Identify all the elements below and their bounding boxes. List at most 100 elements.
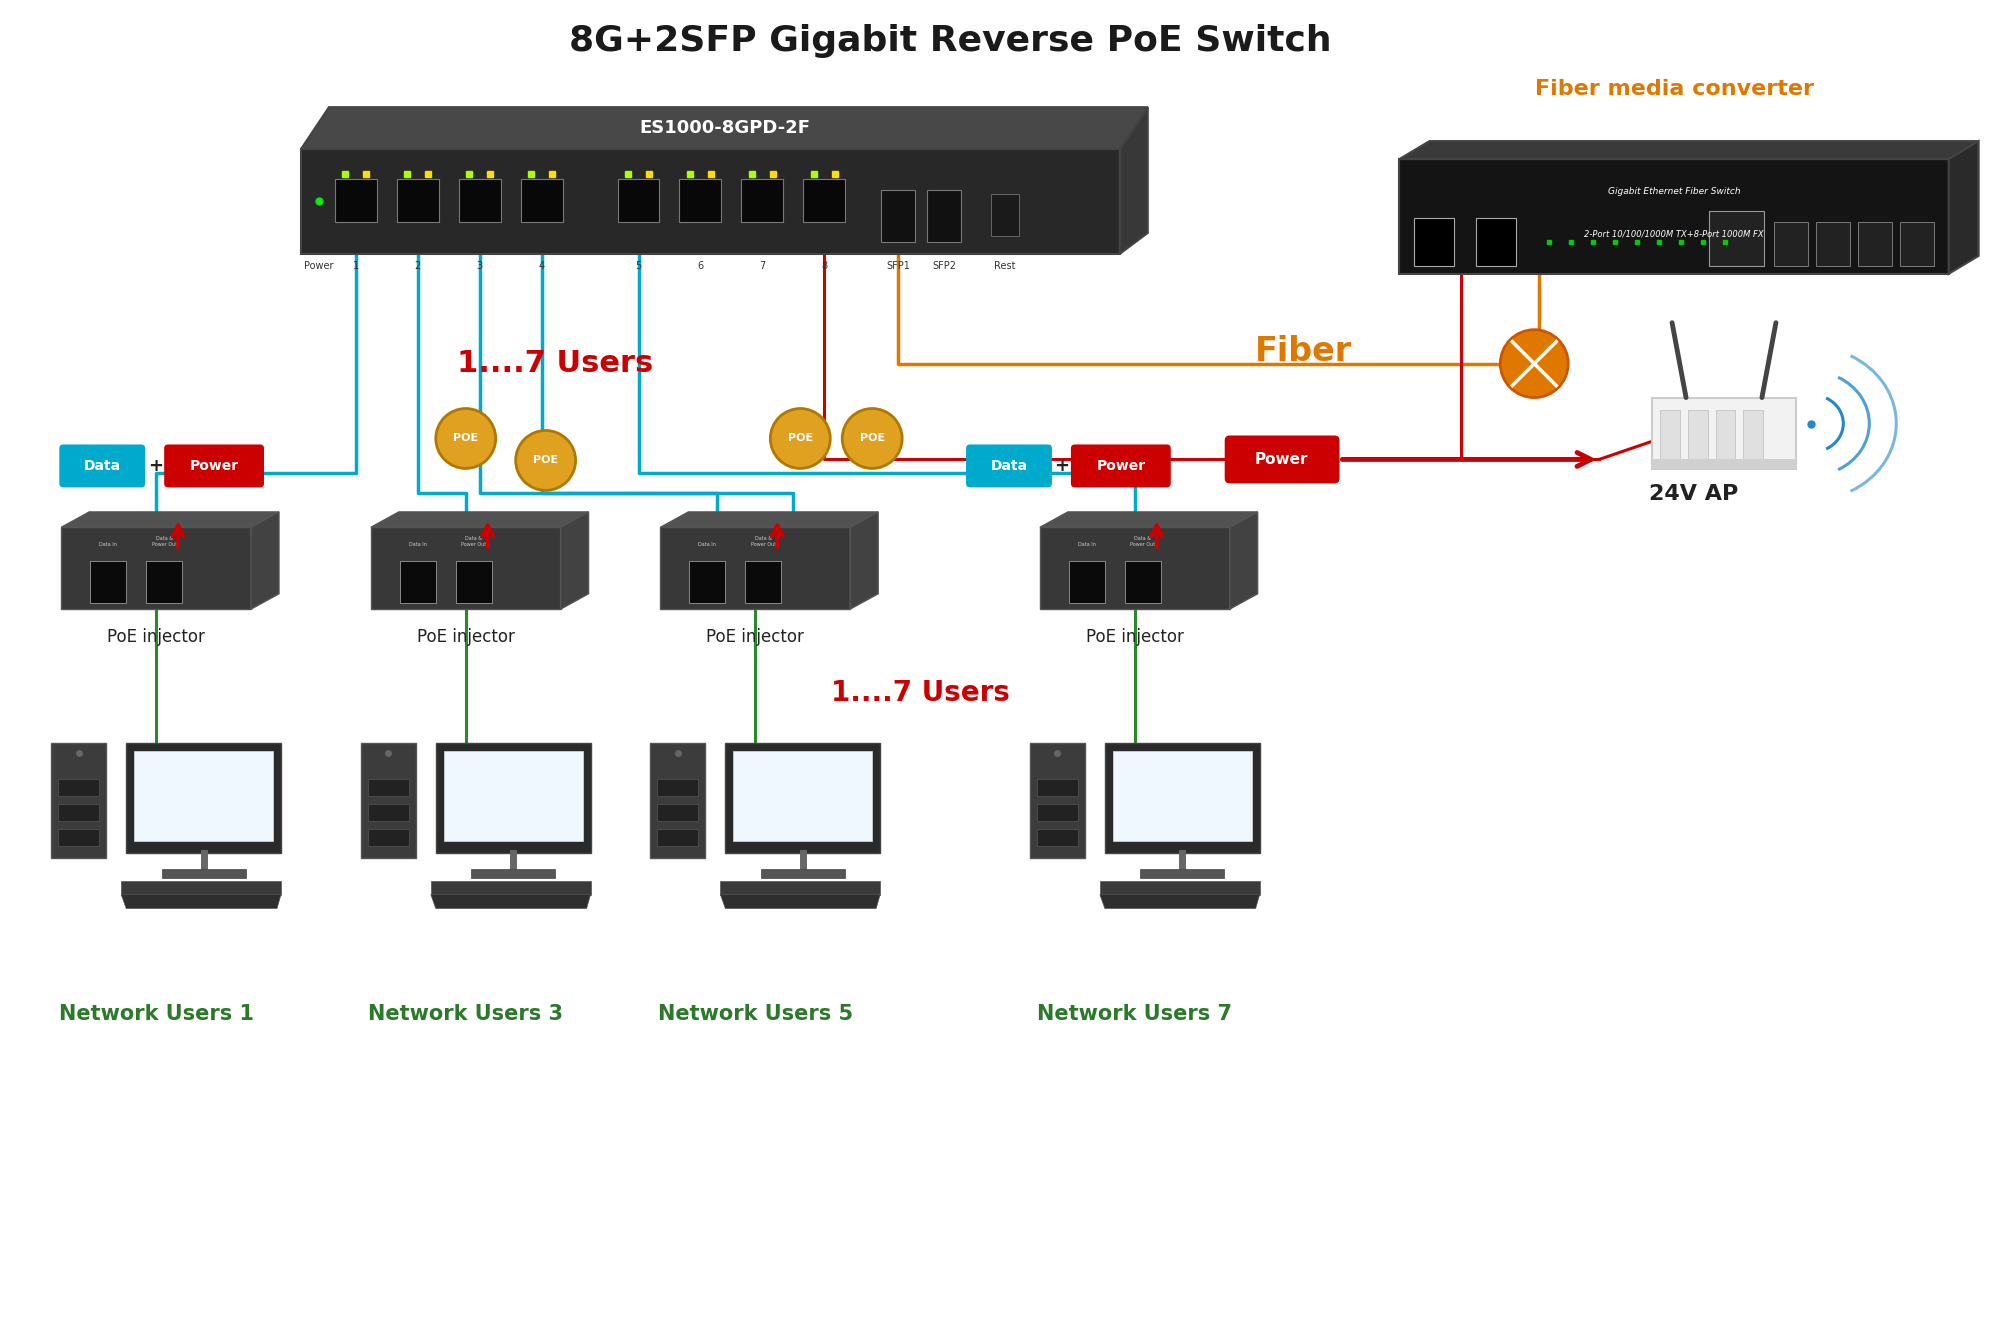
Bar [992,194,1018,235]
Bar [690,561,726,603]
Bar [1036,804,1078,820]
Bar [658,828,698,846]
Bar [1400,159,1948,274]
Polygon shape [1040,512,1258,527]
Bar [1652,397,1796,470]
Bar [368,828,408,846]
Text: 5: 5 [636,261,642,270]
Circle shape [1500,329,1568,397]
Text: 7: 7 [760,261,766,270]
Bar [1816,222,1850,266]
Text: Fiber media converter: Fiber media converter [1534,79,1814,99]
Bar [660,527,850,609]
Bar [1030,743,1084,858]
Bar [1710,211,1764,266]
Bar [300,149,1120,254]
Text: 1....7 Users: 1....7 Users [830,678,1010,706]
Bar [146,561,182,603]
Text: Network Users 3: Network Users 3 [368,1005,564,1025]
Text: 1: 1 [352,261,358,270]
FancyBboxPatch shape [164,444,264,487]
Text: 24V AP: 24V AP [1650,484,1738,504]
Bar [1688,409,1708,459]
Text: Power: Power [190,459,238,472]
Polygon shape [430,895,590,909]
Text: 8: 8 [822,261,828,270]
Bar [472,868,556,878]
Text: Gigabit Ethernet Fiber Switch: Gigabit Ethernet Fiber Switch [1608,187,1740,195]
Bar [1652,459,1796,470]
FancyBboxPatch shape [1070,444,1170,487]
Polygon shape [1948,140,1978,274]
Bar [368,804,408,820]
Bar [52,743,106,858]
Text: Data &
Power Out: Data & Power Out [750,537,776,547]
Bar [650,743,706,858]
Polygon shape [1100,895,1260,909]
Text: 2-Port 10/100/1000M TX+8-Port 1000M FX: 2-Port 10/100/1000M TX+8-Port 1000M FX [1584,229,1764,238]
Bar [1036,828,1078,846]
Polygon shape [62,512,280,527]
Text: Data &
Power Out: Data & Power Out [462,537,486,547]
Bar [1744,409,1764,459]
Bar [396,178,438,222]
Text: Data: Data [84,459,120,472]
Bar [804,178,846,222]
Bar [882,190,916,242]
Bar [742,178,784,222]
Text: Data In: Data In [100,542,118,547]
Polygon shape [660,512,878,527]
Polygon shape [560,512,588,609]
Text: ES1000-8GPD-2F: ES1000-8GPD-2F [638,119,810,136]
Bar [1774,222,1808,266]
Polygon shape [370,512,588,527]
Text: 3: 3 [476,261,482,270]
Text: PoE injector: PoE injector [706,628,804,646]
Text: Power: Power [304,261,334,270]
Text: POE: POE [860,434,884,443]
Bar [1140,868,1224,878]
Text: Data: Data [990,459,1028,472]
Bar [720,880,880,895]
Bar [436,743,590,852]
Bar [1900,222,1934,266]
Bar [1100,880,1260,895]
Bar [680,178,722,222]
Bar [334,178,376,222]
Bar [1124,561,1160,603]
Text: +: + [1054,456,1070,475]
Bar [456,561,492,603]
Bar [368,779,408,796]
Polygon shape [300,107,1148,149]
Text: Network Users 7: Network Users 7 [1038,1005,1232,1025]
Text: 1....7 Users: 1....7 Users [458,349,654,379]
Text: Data &
Power Out: Data & Power Out [152,537,176,547]
Text: POE: POE [534,455,558,466]
Bar [726,743,880,852]
Bar [734,751,872,840]
Bar [746,561,782,603]
Text: POE: POE [788,434,812,443]
Circle shape [436,408,496,468]
FancyBboxPatch shape [1224,435,1340,483]
Circle shape [770,408,830,468]
Bar [458,178,500,222]
Text: PoE injector: PoE injector [416,628,514,646]
Bar [1414,218,1454,266]
Text: 2: 2 [414,261,420,270]
Bar [58,828,100,846]
Text: SFP1: SFP1 [886,261,910,270]
Bar [1716,409,1736,459]
Bar [62,527,252,609]
Text: SFP2: SFP2 [932,261,956,270]
Bar [1112,751,1252,840]
Bar [1660,409,1680,459]
Bar [1068,561,1104,603]
Bar [162,868,246,878]
Bar [658,804,698,820]
Bar [1040,527,1230,609]
Polygon shape [1120,107,1148,254]
Text: Data In: Data In [698,542,716,547]
Text: PoE injector: PoE injector [1086,628,1184,646]
Polygon shape [122,895,280,909]
